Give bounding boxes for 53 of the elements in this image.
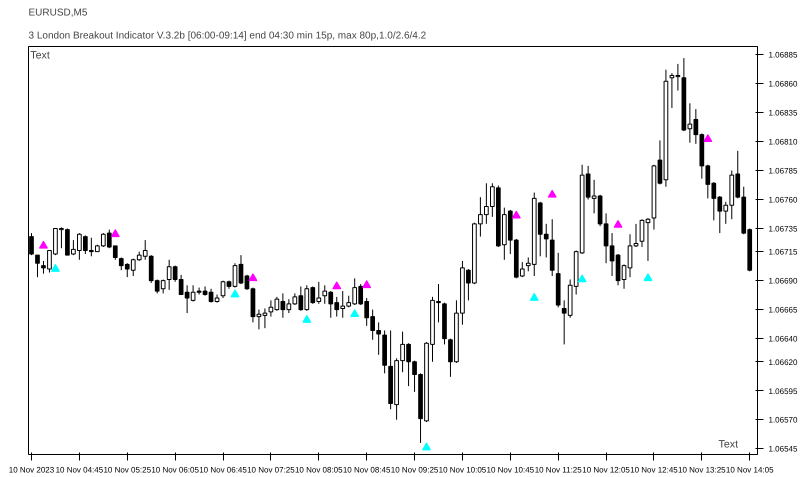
point xyxy=(332,281,342,290)
point xyxy=(38,240,48,249)
y-tick-label: 1.06595 xyxy=(768,386,798,396)
point xyxy=(512,210,521,219)
y-tick-label: 1.06545 xyxy=(768,444,798,454)
point xyxy=(362,280,372,288)
y-tick-label: 1.06835 xyxy=(768,108,798,118)
point xyxy=(230,289,240,298)
x-tick-label: 10 Nov 10:05 xyxy=(438,466,487,474)
chart-title: EURUSD,M5 xyxy=(28,8,88,18)
x-tick-label: 10 Nov 05:25 xyxy=(103,466,152,474)
point xyxy=(614,220,623,228)
point xyxy=(548,190,557,198)
point xyxy=(248,273,258,282)
y-tick-label: 1.06620 xyxy=(768,358,798,367)
point xyxy=(350,309,360,318)
y-tick-label: 1.06570 xyxy=(768,416,798,425)
y-tick-label: 1.06690 xyxy=(768,276,798,286)
x-tick-label: 10 Nov 09:25 xyxy=(390,466,439,474)
y-tick-label: 1.06735 xyxy=(768,224,798,234)
point xyxy=(50,264,60,272)
y-tick-label: 1.06860 xyxy=(768,80,798,89)
y-tick-label: 1.06640 xyxy=(768,334,798,344)
point xyxy=(530,292,539,301)
x-tick-label: 10 Nov 10:45 xyxy=(486,466,535,474)
x-tick-label: 10 Nov 06:05 xyxy=(151,466,200,474)
x-tick-label: 10 Nov 08:45 xyxy=(342,466,392,474)
point xyxy=(422,442,432,450)
x-tick-label: 10 Nov 12:05 xyxy=(582,466,630,474)
y-tick-label: 1.06785 xyxy=(768,166,798,176)
x-tick-label: 10 Nov 14:05 xyxy=(726,466,774,474)
point xyxy=(643,273,652,282)
point xyxy=(578,274,587,282)
point xyxy=(703,134,712,142)
x-tick-label: 10 Nov 13:25 xyxy=(678,466,726,474)
y-tick-label: 1.06665 xyxy=(768,306,798,315)
candlestick xyxy=(35,254,40,278)
x-tick-label: 10 Nov 08:05 xyxy=(294,466,344,474)
x-tick-label: 10 Nov 04:45 xyxy=(56,466,104,474)
point xyxy=(302,314,312,323)
annotation: Text xyxy=(718,438,738,450)
x-tick-label: 10 Nov 06:45 xyxy=(199,466,248,474)
y-tick-label: 1.06810 xyxy=(768,138,798,147)
y-tick-label: 1.06885 xyxy=(768,50,798,60)
x-tick-label: 10 Nov 2023 xyxy=(8,466,55,474)
point xyxy=(110,229,120,238)
y-tick-label: 1.06715 xyxy=(768,248,798,257)
chart-subtitle: 3 London Breakout Indicator V.3.2b [06:00-09:14] end 04:30 min 15p, max 80p,1.0/2.6/4.2 xyxy=(28,30,427,42)
x-tick-label: 10 Nov 11:25 xyxy=(534,466,582,474)
y-tick-label: 1.06760 xyxy=(768,196,798,204)
x-tick-label: 10 Nov 12:45 xyxy=(630,466,678,474)
annotation: Text xyxy=(30,50,50,62)
x-tick-label: 10 Nov 07:25 xyxy=(247,466,296,474)
